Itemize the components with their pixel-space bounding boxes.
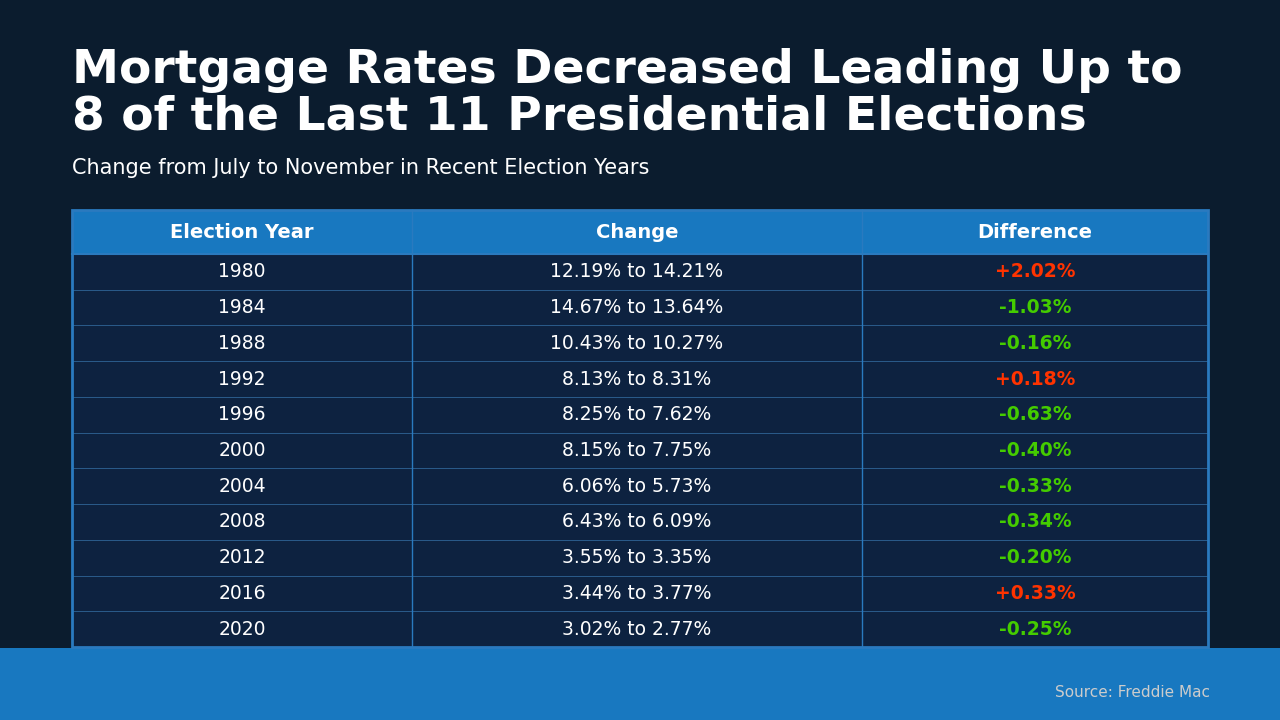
Bar <box>72 254 1208 289</box>
Text: 3.02% to 2.77%: 3.02% to 2.77% <box>562 620 712 639</box>
Text: 14.67% to 13.64%: 14.67% to 13.64% <box>550 298 723 317</box>
Bar <box>72 433 1208 469</box>
Text: -0.25%: -0.25% <box>998 620 1071 639</box>
Text: 12.19% to 14.21%: 12.19% to 14.21% <box>550 262 723 282</box>
Text: -0.33%: -0.33% <box>998 477 1071 496</box>
Text: 1996: 1996 <box>219 405 266 424</box>
Text: -0.34%: -0.34% <box>998 513 1071 531</box>
Text: -0.63%: -0.63% <box>998 405 1071 424</box>
Text: 3.44% to 3.77%: 3.44% to 3.77% <box>562 584 712 603</box>
Bar <box>72 289 1208 325</box>
Text: 3.55% to 3.35%: 3.55% to 3.35% <box>562 548 712 567</box>
Text: Election Year: Election Year <box>170 222 314 241</box>
Text: +0.33%: +0.33% <box>995 584 1075 603</box>
Bar <box>72 540 1208 575</box>
Text: +2.02%: +2.02% <box>995 262 1075 282</box>
Text: 1992: 1992 <box>219 369 266 389</box>
Bar <box>72 325 1208 361</box>
Text: Change: Change <box>595 222 678 241</box>
Text: Difference: Difference <box>978 222 1093 241</box>
Bar <box>72 210 1208 254</box>
Text: 8 of the Last 11 Presidential Elections: 8 of the Last 11 Presidential Elections <box>72 95 1087 140</box>
Text: 8.15% to 7.75%: 8.15% to 7.75% <box>562 441 712 460</box>
Text: 2016: 2016 <box>219 584 266 603</box>
Bar <box>72 397 1208 433</box>
Text: 1984: 1984 <box>218 298 266 317</box>
Text: 6.06% to 5.73%: 6.06% to 5.73% <box>562 477 712 496</box>
Text: 8.13% to 8.31%: 8.13% to 8.31% <box>562 369 712 389</box>
Text: 2000: 2000 <box>219 441 266 460</box>
Text: 2012: 2012 <box>219 548 266 567</box>
Text: 2008: 2008 <box>219 513 266 531</box>
Text: Mortgage Rates Decreased Leading Up to: Mortgage Rates Decreased Leading Up to <box>72 48 1183 93</box>
Text: 2020: 2020 <box>219 620 266 639</box>
Text: +0.18%: +0.18% <box>995 369 1075 389</box>
Bar <box>72 210 1208 647</box>
Text: 6.43% to 6.09%: 6.43% to 6.09% <box>562 513 712 531</box>
Bar <box>72 469 1208 504</box>
Bar <box>72 504 1208 540</box>
Bar <box>72 361 1208 397</box>
Bar <box>72 611 1208 647</box>
Text: 1988: 1988 <box>219 334 266 353</box>
Text: -0.20%: -0.20% <box>998 548 1071 567</box>
Text: 2004: 2004 <box>218 477 266 496</box>
Text: -0.16%: -0.16% <box>998 334 1071 353</box>
Text: Change from July to November in Recent Election Years: Change from July to November in Recent E… <box>72 158 649 178</box>
Text: 8.25% to 7.62%: 8.25% to 7.62% <box>562 405 712 424</box>
Text: Source: Freddie Mac: Source: Freddie Mac <box>1055 685 1210 700</box>
Text: -1.03%: -1.03% <box>998 298 1071 317</box>
Bar <box>72 575 1208 611</box>
Text: -0.40%: -0.40% <box>998 441 1071 460</box>
Text: 10.43% to 10.27%: 10.43% to 10.27% <box>550 334 723 353</box>
Text: 1980: 1980 <box>219 262 266 282</box>
